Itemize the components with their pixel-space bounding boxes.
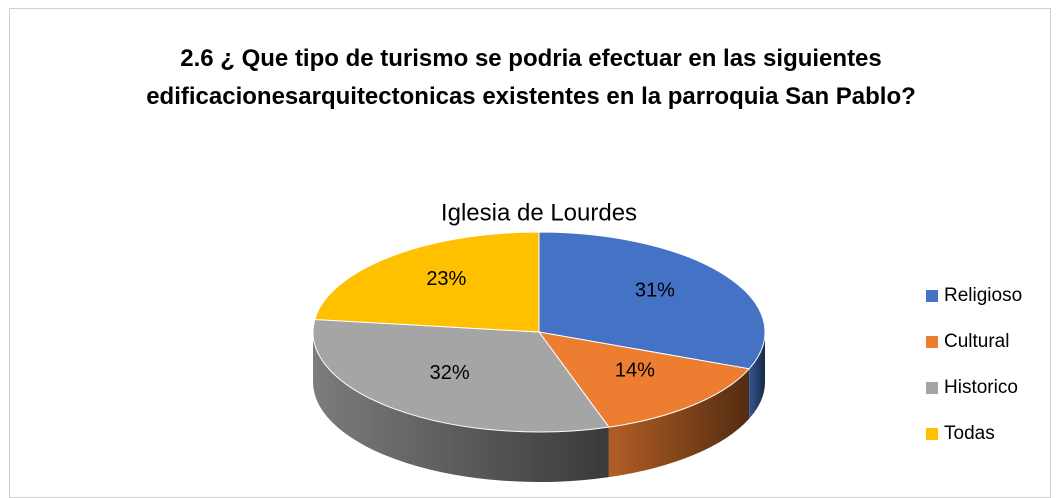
pie-side — [749, 332, 765, 419]
legend-swatch — [926, 428, 938, 440]
data-label: 23% — [426, 268, 466, 290]
data-label: 14% — [615, 359, 655, 381]
pie-side — [608, 368, 750, 478]
chart-subtitle: Iglesia de Lourdes — [441, 199, 637, 226]
legend-swatch — [926, 290, 938, 302]
pie-slice — [314, 231, 540, 333]
pie-slice — [312, 318, 610, 433]
legend-label: Historico — [944, 377, 1018, 398]
legend-label: Religioso — [944, 285, 1022, 306]
chart-title: 2.6 ¿ Que tipo de turismo se podria efec… — [146, 45, 916, 110]
legend-label: Todas — [944, 423, 995, 444]
pie-slice — [538, 231, 766, 370]
legend-label: Cultural — [944, 331, 1009, 352]
legend-swatch — [926, 382, 938, 394]
pie-side — [313, 332, 609, 482]
data-label: 32% — [430, 362, 470, 384]
legend-swatch — [926, 336, 938, 348]
data-label: 31% — [635, 279, 675, 301]
